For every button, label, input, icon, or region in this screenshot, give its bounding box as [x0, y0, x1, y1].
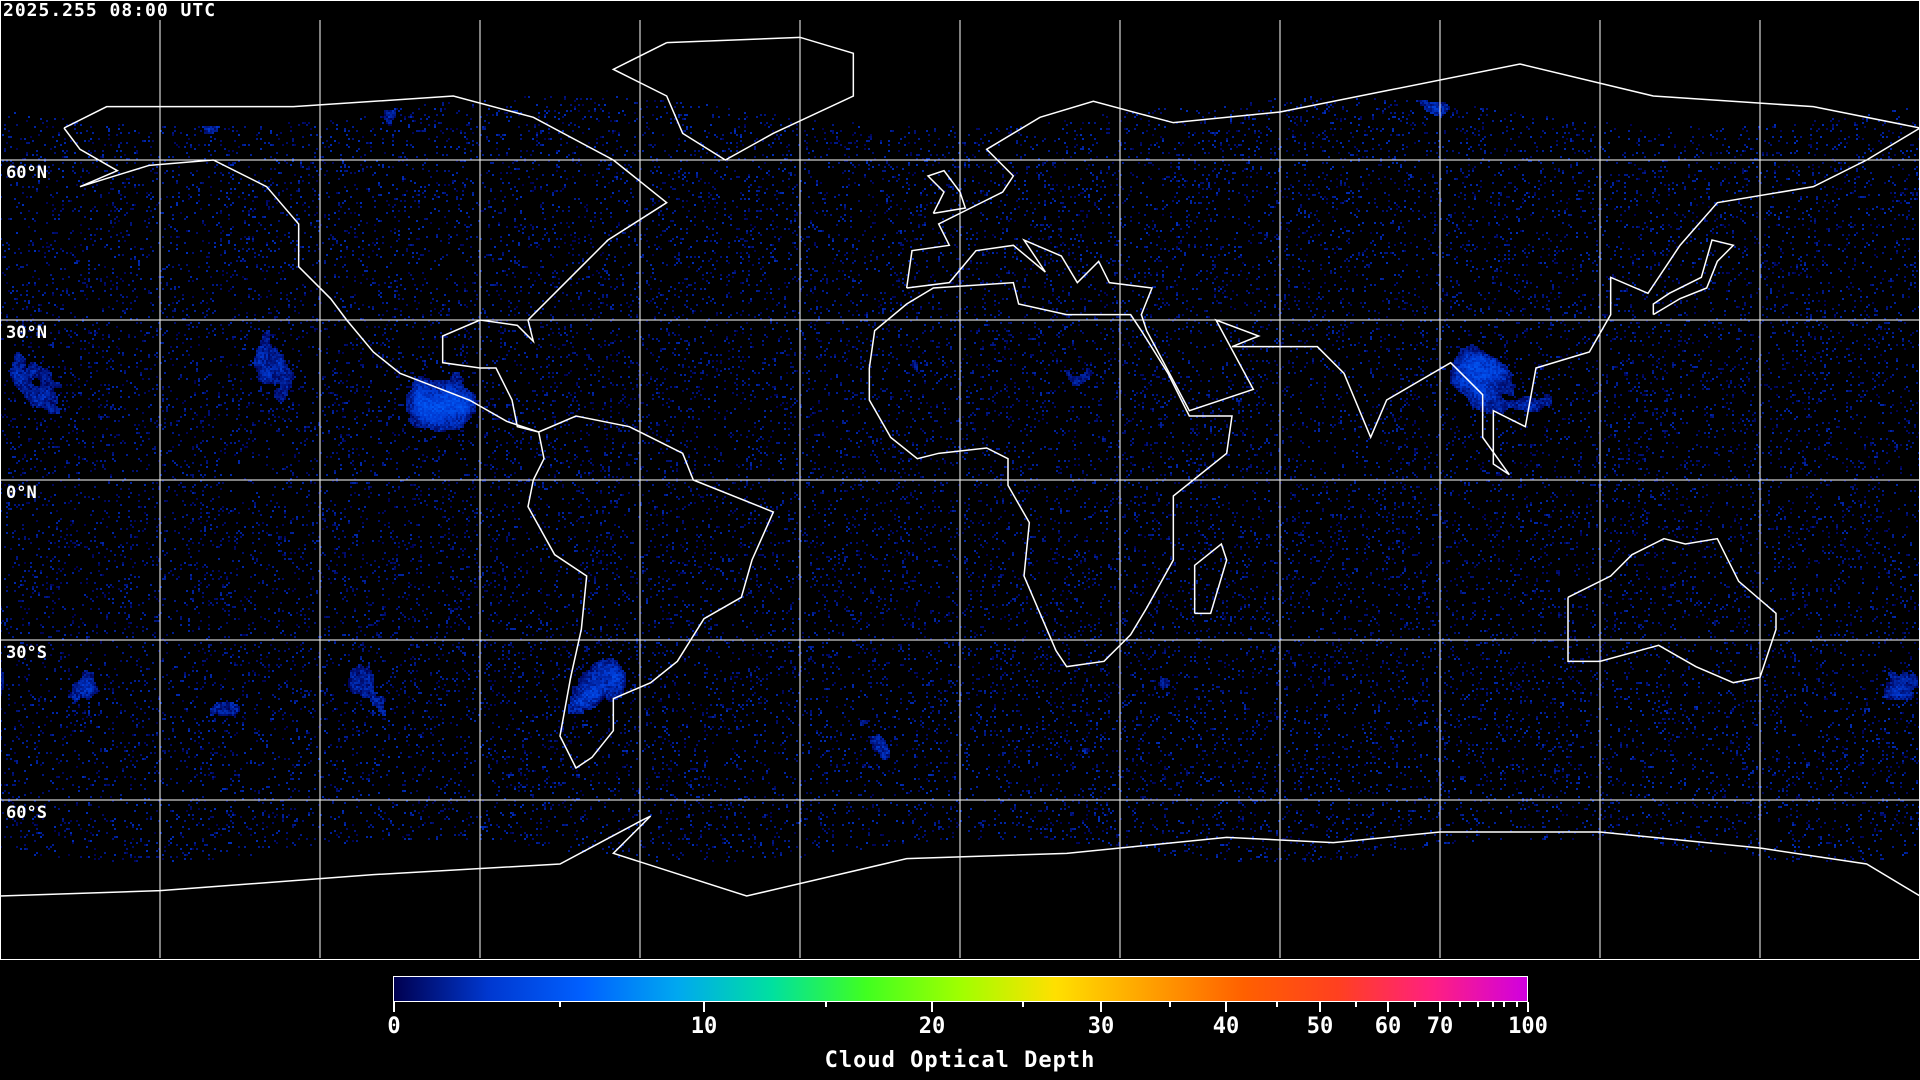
colorbar-tick-label: 30 — [1087, 1014, 1115, 1039]
colorbar-tick-label: 70 — [1426, 1014, 1454, 1039]
colorbar-tick-label: 10 — [690, 1014, 718, 1039]
coastline-madagascar — [1193, 542, 1228, 615]
coastline-south-america — [527, 415, 775, 770]
colorbar-tick-label: 60 — [1374, 1014, 1402, 1039]
cloud-optical-depth-map: 2025.255 08:00 UTC 60°N 30°N 0°N 30°S 60… — [0, 0, 1920, 960]
colorbar-tick-label: 0 — [387, 1014, 401, 1039]
lat-label-30n: 30°N — [6, 323, 47, 343]
lat-label-60n: 60°N — [6, 163, 47, 183]
coastline-australia — [1567, 537, 1777, 684]
colorbar-tick-label: 20 — [918, 1014, 946, 1039]
coastline-japan — [1652, 239, 1735, 316]
lat-label-60s: 60°S — [6, 803, 47, 823]
coastline-antarctica — [0, 815, 1920, 897]
coastline-eurasia — [905, 63, 1920, 476]
colorbar-tick-label: 40 — [1212, 1014, 1240, 1039]
colorbar-tick-label: 50 — [1306, 1014, 1334, 1039]
colorbar — [393, 976, 1528, 1002]
coastline-britain — [926, 169, 967, 215]
lat-label-0n: 0°N — [6, 483, 37, 503]
colorbar-tick-label: 100 — [1508, 1014, 1548, 1039]
graticule — [0, 0, 1920, 960]
coastline-north-america — [63, 95, 668, 433]
timestamp: 2025.255 08:00 UTC — [3, 0, 217, 21]
map-overlay — [0, 0, 1920, 960]
coastline-greenland — [611, 36, 855, 161]
coastline-africa — [868, 281, 1233, 668]
colorbar-title: Cloud Optical Depth — [824, 1048, 1096, 1073]
lat-label-30s: 30°S — [6, 643, 47, 663]
